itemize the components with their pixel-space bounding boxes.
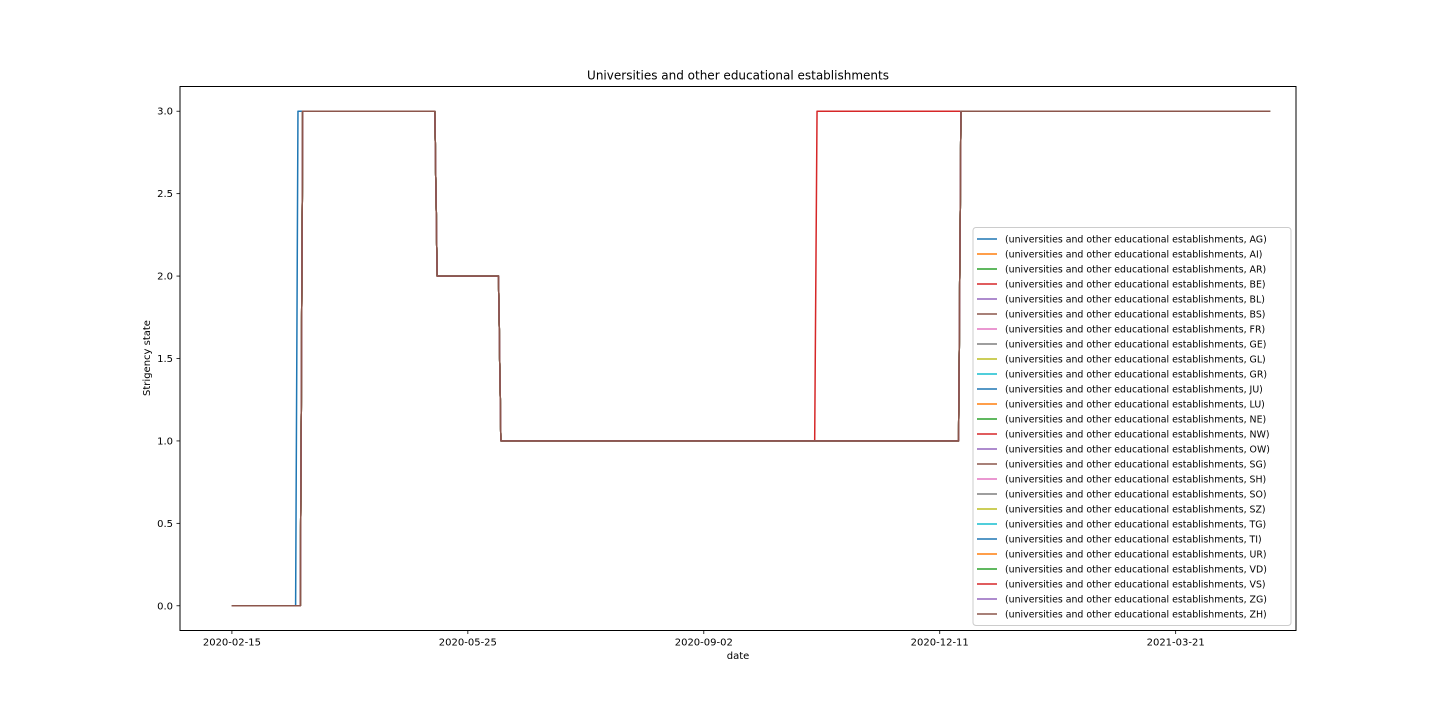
legend-label-19: (universities and other educational esta…: [1005, 519, 1266, 530]
series-line-25: [231, 110, 1271, 607]
legend-label-22: (universities and other educational esta…: [1005, 564, 1267, 575]
legend: (universities and other educational esta…: [972, 227, 1292, 626]
series-layer: [231, 110, 1271, 607]
legend-label-15: (universities and other educational esta…: [1005, 459, 1266, 470]
legend-label-11: (universities and other educational esta…: [1005, 399, 1265, 410]
y-tick-label-1: 0.5: [157, 519, 173, 530]
y-tick-label-6: 3.0: [157, 107, 173, 118]
legend-label-23: (universities and other educational esta…: [1005, 579, 1266, 590]
x-tick-label-4: 2021-03-21: [1147, 638, 1205, 649]
legend-label-20: (universities and other educational esta…: [1005, 534, 1262, 545]
y-tick-label-5: 2.5: [157, 189, 173, 200]
chart-title: Universities and other educational estab…: [587, 69, 889, 83]
legend-label-12: (universities and other educational esta…: [1005, 414, 1266, 425]
legend-label-16: (universities and other educational esta…: [1005, 474, 1266, 485]
legend-label-2: (universities and other educational esta…: [1005, 264, 1266, 275]
y-tick-label-4: 2.0: [157, 272, 173, 283]
legend-label-3: (universities and other educational esta…: [1005, 279, 1266, 290]
legend-box: [972, 227, 1292, 626]
legend-label-10: (universities and other educational esta…: [1005, 384, 1263, 395]
legend-label-8: (universities and other educational esta…: [1005, 354, 1266, 365]
legend-label-1: (universities and other educational esta…: [1005, 249, 1262, 260]
legend-label-17: (universities and other educational esta…: [1005, 489, 1267, 500]
y-tick-label-3: 1.5: [157, 354, 173, 365]
legend-label-18: (universities and other educational esta…: [1005, 504, 1266, 515]
legend-label-7: (universities and other educational esta…: [1005, 339, 1266, 350]
y-tick-label-0: 0.0: [157, 601, 173, 612]
legend-label-21: (universities and other educational esta…: [1005, 549, 1267, 560]
legend-label-6: (universities and other educational esta…: [1005, 324, 1265, 335]
x-tick-label-3: 2020-12-11: [911, 638, 969, 649]
y-axis-label: Strigency state: [142, 320, 153, 396]
x-axis-label: date: [727, 651, 750, 662]
y-axis: 0.0 0.5 1.0 1.5 2.0 2.5 3.0: [157, 107, 180, 612]
legend-label-13: (universities and other educational esta…: [1005, 429, 1270, 440]
y-tick-label-2: 1.0: [157, 436, 173, 447]
x-tick-label-0: 2020-02-15: [203, 638, 261, 649]
legend-label-14: (universities and other educational esta…: [1005, 444, 1270, 455]
x-tick-label-1: 2020-05-25: [439, 638, 497, 649]
legend-label-9: (universities and other educational esta…: [1005, 369, 1267, 380]
x-axis: 2020-02-15 2020-05-25 2020-09-02 2020-12-11…: [203, 630, 1205, 649]
legend-label-24: (universities and other educational esta…: [1005, 594, 1267, 605]
x-tick-label-2: 2020-09-02: [675, 638, 733, 649]
legend-label-4: (universities and other educational esta…: [1005, 294, 1265, 305]
legend-label-25: (universities and other educational esta…: [1005, 609, 1267, 620]
legend-label-5: (universities and other educational esta…: [1005, 309, 1265, 320]
legend-label-0: (universities and other educational esta…: [1005, 234, 1267, 245]
